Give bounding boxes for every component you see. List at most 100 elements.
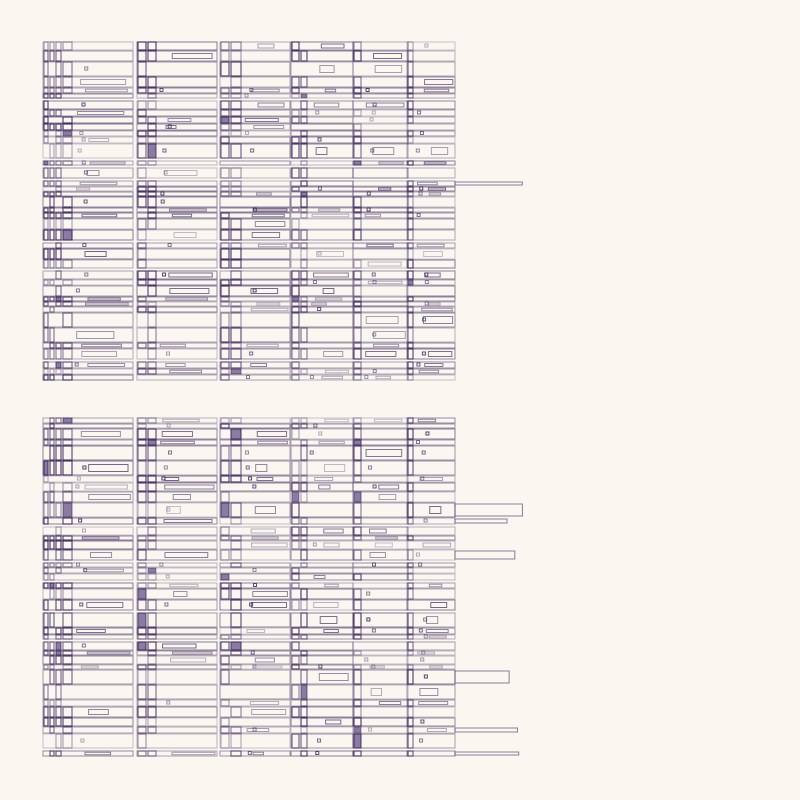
pattern-rect xyxy=(219,535,291,541)
pattern-rect xyxy=(352,664,409,670)
pattern-rect xyxy=(42,348,134,360)
pattern-rect xyxy=(418,562,423,567)
pattern-rect xyxy=(43,167,49,179)
pattern-rect xyxy=(62,417,73,424)
pattern-rect xyxy=(137,567,147,574)
pattern-rect xyxy=(49,207,55,213)
pattern-rect xyxy=(43,706,49,718)
pattern-rect xyxy=(62,312,73,328)
pattern-rect xyxy=(407,726,414,734)
pattern-rect xyxy=(353,750,362,757)
pattern-rect xyxy=(84,751,112,756)
pattern-rect xyxy=(220,588,230,600)
pattern-rect xyxy=(43,76,49,88)
pattern-rect xyxy=(428,635,447,639)
pattern-rect xyxy=(55,296,62,302)
pattern-rect xyxy=(428,192,442,196)
pattern-rect xyxy=(147,535,157,541)
pattern-rect xyxy=(136,242,218,249)
pattern-rect xyxy=(250,288,279,294)
pattern-rect xyxy=(147,655,157,665)
pattern-rect xyxy=(230,627,242,635)
pattern-rect xyxy=(352,423,409,429)
pattern-rect xyxy=(312,280,317,284)
pattern-rect xyxy=(55,186,62,192)
pattern-rect xyxy=(219,750,291,757)
pattern-rect xyxy=(407,100,414,110)
pattern-rect xyxy=(42,41,134,51)
pattern-rect xyxy=(420,657,425,662)
pattern-rect xyxy=(43,664,49,670)
pattern-rect xyxy=(147,279,157,286)
pattern-rect xyxy=(300,699,308,707)
pattern-rect xyxy=(136,428,218,440)
pattern-rect xyxy=(291,218,300,230)
pattern-rect xyxy=(136,634,218,640)
pattern-rect xyxy=(291,634,300,640)
pattern-rect xyxy=(219,361,291,369)
pattern-rect xyxy=(49,423,55,429)
pattern-rect xyxy=(43,475,49,483)
pattern-rect xyxy=(55,634,62,640)
pattern-rect xyxy=(136,306,218,313)
pattern-rect xyxy=(219,562,291,568)
pattern-rect xyxy=(406,445,456,461)
pattern-rect xyxy=(43,612,49,628)
pattern-rect xyxy=(137,573,147,581)
pattern-rect xyxy=(137,143,147,159)
pattern-rect xyxy=(55,61,62,77)
pattern-rect xyxy=(147,699,157,707)
pattern-rect xyxy=(42,130,134,137)
pattern-rect xyxy=(147,650,157,656)
pattern-rect xyxy=(81,343,122,348)
pattern-rect xyxy=(166,423,171,428)
pattern-rect xyxy=(220,279,230,286)
pattern-rect xyxy=(136,348,218,360)
pattern-rect xyxy=(244,93,249,98)
pattern-rect xyxy=(55,428,62,440)
pattern-rect xyxy=(43,491,49,503)
pattern-rect xyxy=(137,296,147,302)
pattern-rect xyxy=(372,369,377,373)
pattern-rect xyxy=(290,460,354,476)
pattern-rect xyxy=(353,733,362,749)
pattern-rect xyxy=(136,460,218,476)
pattern-rect xyxy=(300,327,308,343)
pattern-rect xyxy=(324,88,337,93)
pattern-rect xyxy=(406,491,456,503)
pattern-rect xyxy=(136,41,218,51)
pattern-rect xyxy=(219,312,291,328)
pattern-rect xyxy=(245,465,250,470)
pattern-rect xyxy=(220,191,230,197)
pattern-rect xyxy=(290,116,354,124)
pattern-rect xyxy=(147,439,157,446)
pattern-rect xyxy=(309,450,314,455)
pattern-rect xyxy=(43,93,49,99)
pattern-rect xyxy=(42,229,134,241)
pattern-rect xyxy=(55,535,62,541)
pattern-rect xyxy=(300,296,308,302)
pattern-rect xyxy=(219,549,291,561)
pattern-rect xyxy=(55,549,62,561)
pattern-rect xyxy=(353,136,362,144)
pattern-rect xyxy=(220,717,230,727)
pattern-rect xyxy=(136,567,218,574)
pattern-rect xyxy=(159,562,164,567)
pattern-rect xyxy=(406,229,456,241)
pattern-rect xyxy=(147,475,157,483)
pattern-rect xyxy=(353,664,362,670)
pattern-rect xyxy=(62,599,73,611)
pattern-rect xyxy=(353,279,362,286)
pattern-rect xyxy=(43,368,49,375)
pattern-rect xyxy=(42,374,134,381)
pattern-rect xyxy=(219,588,291,600)
pattern-rect xyxy=(353,599,362,611)
pattern-rect xyxy=(49,540,55,550)
pattern-rect xyxy=(136,207,218,213)
pattern-rect xyxy=(55,460,62,476)
pattern-rect xyxy=(220,361,230,369)
pattern-rect xyxy=(43,109,49,117)
pattern-rect xyxy=(220,212,230,219)
pattern-rect xyxy=(42,76,134,88)
pattern-rect xyxy=(291,706,300,718)
